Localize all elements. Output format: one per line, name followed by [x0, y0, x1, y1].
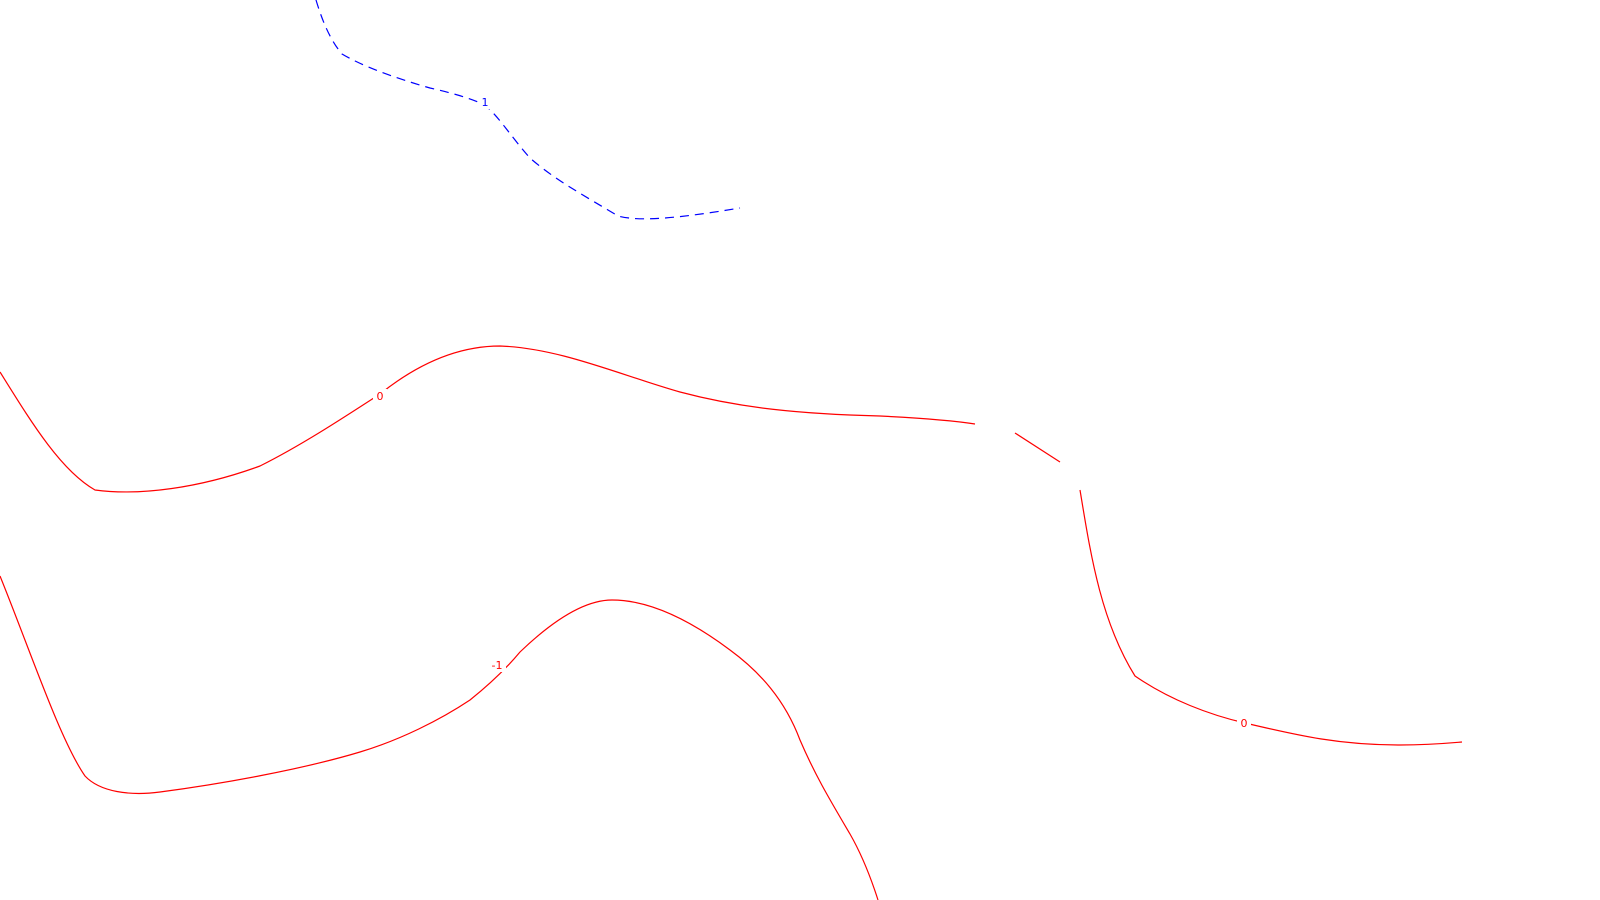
contour-label-red-upper: 0: [373, 389, 387, 403]
contour-level-text: 0: [377, 390, 384, 403]
contour-level-text: 0: [1241, 717, 1248, 730]
contour-line-zero: [1079, 489, 1463, 746]
contour-label-red-right: 0: [1237, 716, 1251, 730]
contour-label-blue: 1: [478, 95, 492, 109]
contour-level-text: -1: [492, 659, 503, 672]
contour-label-red-lower: -1: [488, 658, 506, 672]
contour-line-positive: [315, 0, 741, 220]
contour-line-negative: [0, 575, 879, 900]
contour-line-zero: [0, 345, 976, 493]
contour-level-text: 1: [482, 96, 489, 109]
contour-line-zero-segment: [1014, 432, 1061, 463]
